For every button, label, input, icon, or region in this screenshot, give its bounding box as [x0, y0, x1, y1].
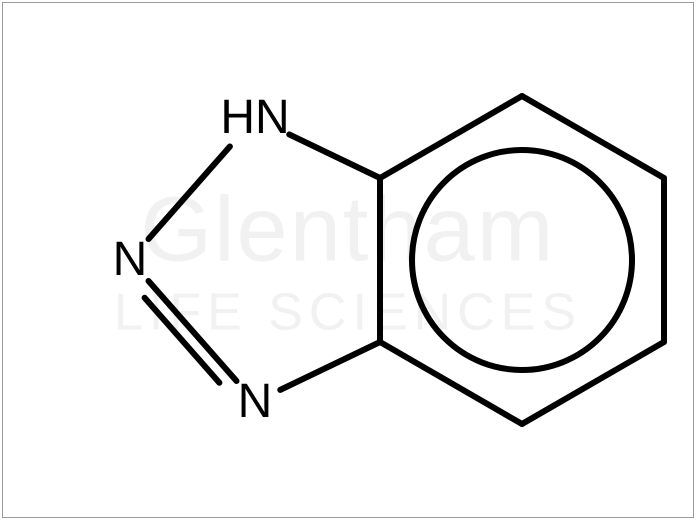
atom-label-N1: HN — [220, 94, 289, 142]
molecule-svg — [0, 0, 696, 520]
atom-label-N2: N — [113, 236, 148, 284]
atom-label-N3: N — [238, 378, 273, 426]
